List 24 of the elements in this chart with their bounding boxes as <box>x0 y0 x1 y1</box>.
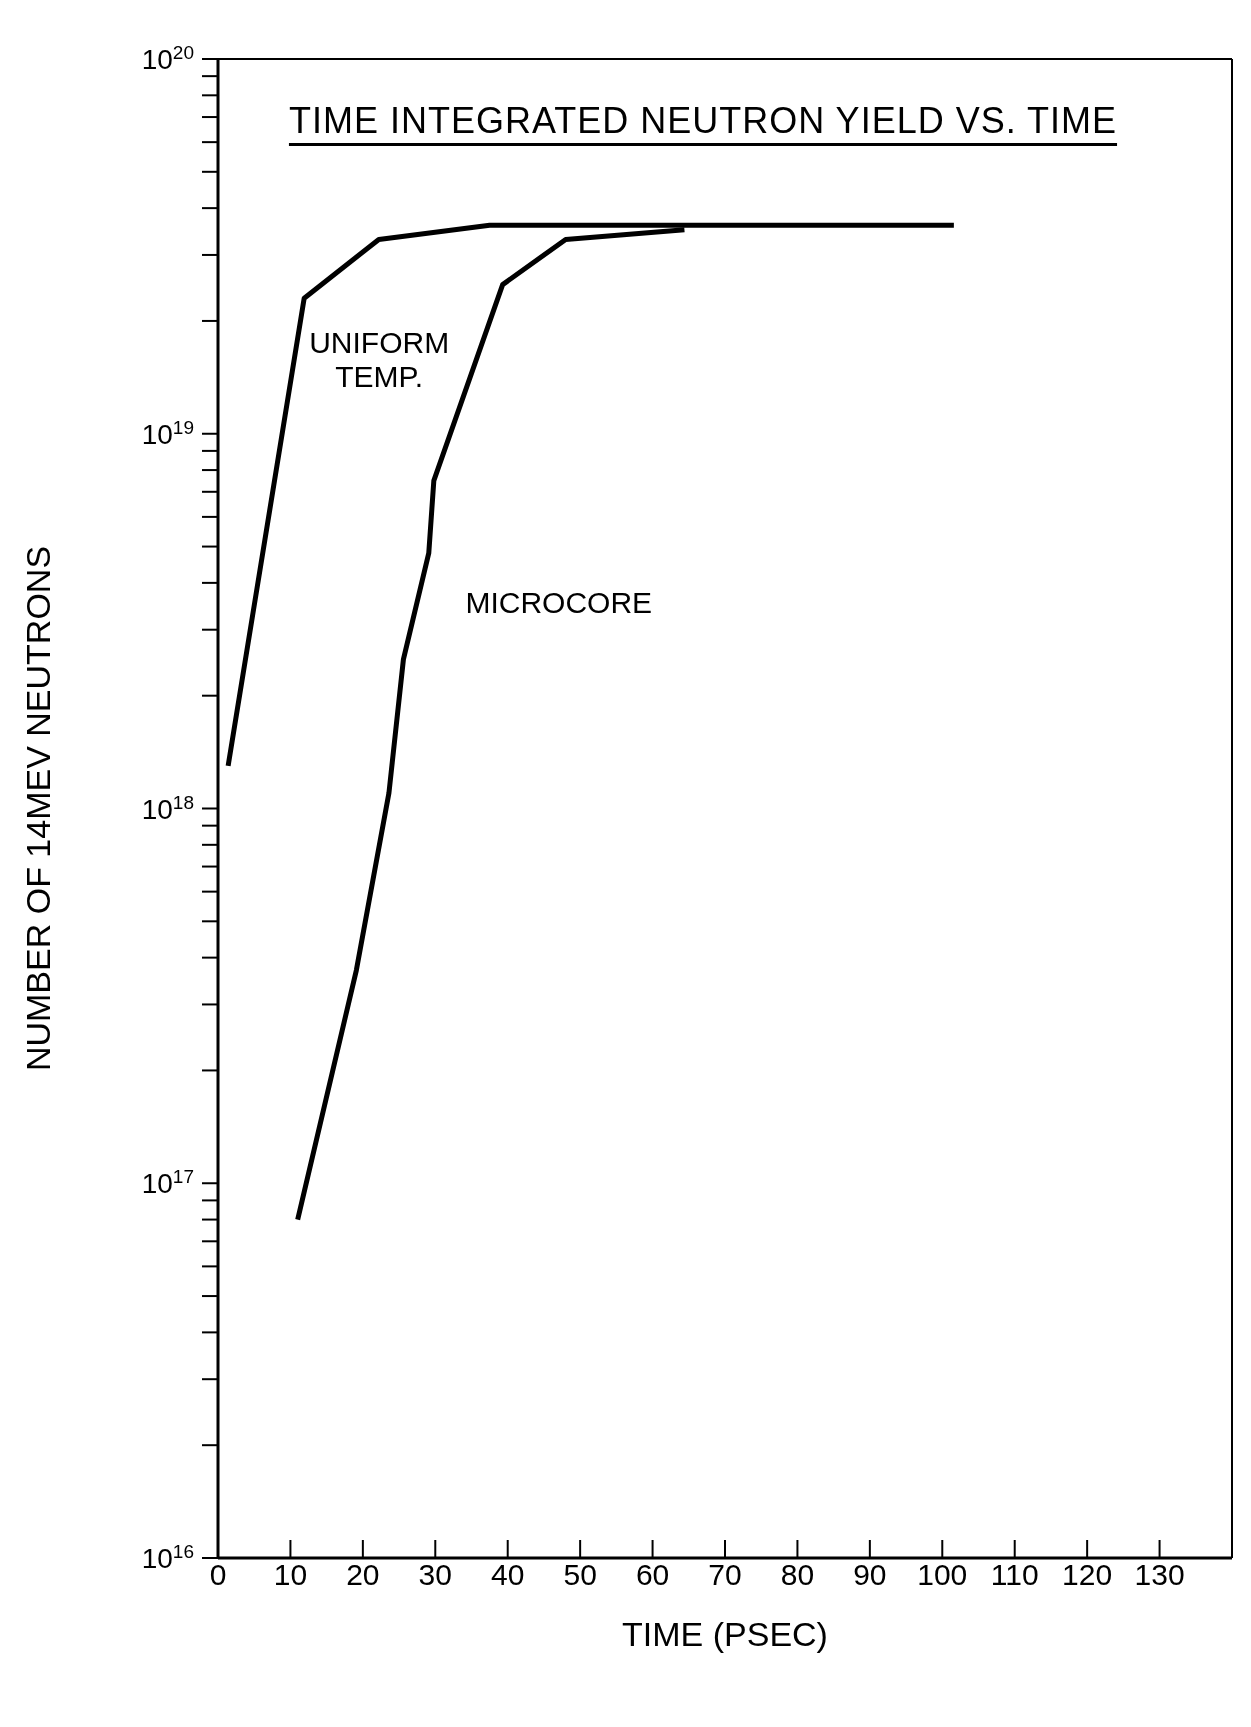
x-tick-label: 10 <box>273 1558 308 1592</box>
x-tick-label: 30 <box>418 1558 452 1592</box>
x-tick-label: 110 <box>990 1558 1039 1592</box>
x-tick-label: 20 <box>346 1558 380 1592</box>
x-tick-label: 70 <box>708 1558 742 1592</box>
x-tick-label: 90 <box>853 1558 887 1592</box>
x-tick-label: 0 <box>209 1558 227 1592</box>
x-tick-label: 40 <box>491 1558 525 1592</box>
y-tick-label: 10$^{16}$ <box>141 1540 194 1574</box>
y-tick-label: 10$^{17}$ <box>141 1165 194 1200</box>
y-tick-label: 10$^{19}$ <box>141 416 194 450</box>
y-axis-title: NUMBER OF 14MEV NEUTRONS <box>19 545 58 1072</box>
x-tick-label: 100 <box>917 1558 968 1592</box>
y-tick-label: 10$^{18}$ <box>141 791 194 825</box>
x-axis-title: TIME (PSEC) <box>622 1615 828 1653</box>
x-tick-label: 60 <box>635 1558 670 1592</box>
x-tick-label: 130 <box>1134 1558 1185 1592</box>
series-label: UNIFORM TEMP. <box>309 326 450 394</box>
y-tick-label: 10$^{20}$ <box>141 41 194 75</box>
x-tick-label: 80 <box>780 1558 815 1592</box>
x-tick-label: 120 <box>1062 1558 1113 1592</box>
series-label: MICROCORE <box>465 586 653 620</box>
text: TIME INTEGRATED NEUTRON YIELD VS. TIME <box>287 100 1119 142</box>
x-tick-label: 50 <box>563 1558 597 1592</box>
